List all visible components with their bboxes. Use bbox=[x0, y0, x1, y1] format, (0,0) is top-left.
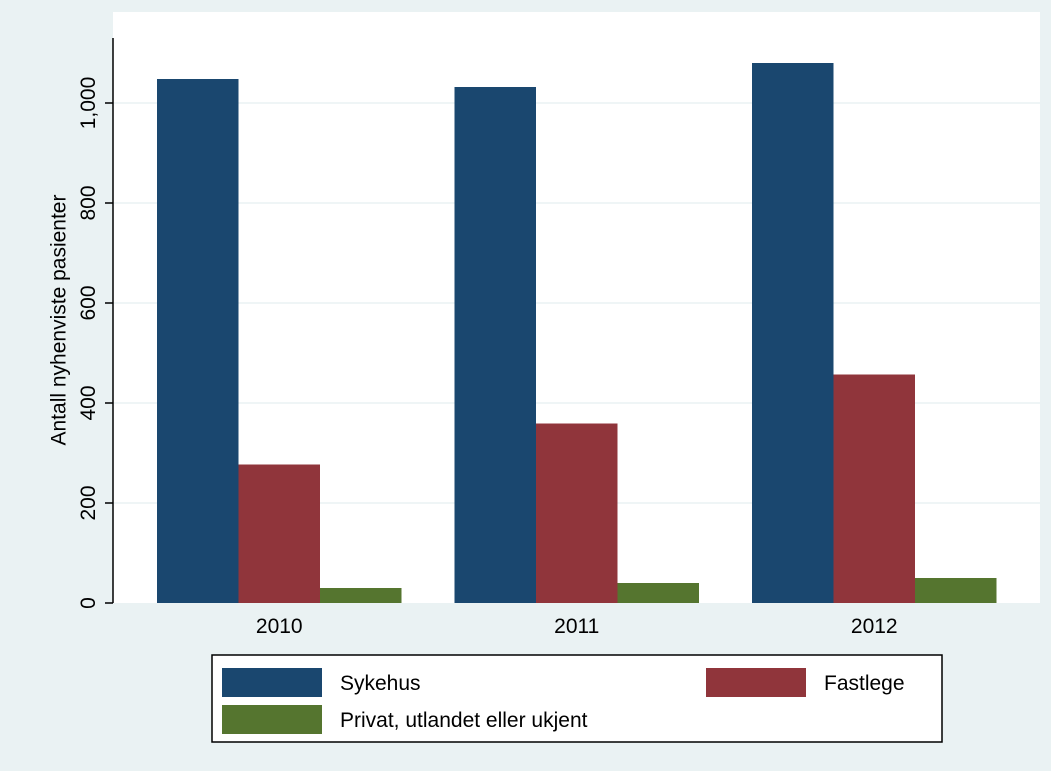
y-tick-label: 400 bbox=[77, 385, 100, 420]
y-tick-label: 1,000 bbox=[77, 77, 100, 130]
x-tick-label: 2011 bbox=[554, 615, 599, 638]
bar bbox=[752, 63, 834, 603]
bar bbox=[238, 464, 320, 603]
legend-label: Fastlege bbox=[824, 672, 905, 695]
legend-swatch bbox=[222, 668, 322, 697]
bar bbox=[454, 87, 536, 603]
y-tick-label: 600 bbox=[77, 285, 100, 320]
x-tick-label: 2012 bbox=[851, 615, 898, 638]
x-tick-label: 2010 bbox=[256, 615, 303, 638]
bar bbox=[833, 374, 915, 603]
y-tick-label: 800 bbox=[77, 185, 100, 220]
bar bbox=[617, 583, 699, 603]
bar bbox=[157, 79, 239, 603]
y-tick-label: 200 bbox=[77, 485, 100, 520]
y-axis-title: Antall nyhenviste pasienter bbox=[48, 195, 71, 446]
y-tick-label: 0 bbox=[77, 597, 100, 609]
legend-label: Privat, utlandet eller ukjent bbox=[340, 709, 588, 732]
legend-swatch bbox=[222, 705, 322, 734]
bar bbox=[915, 578, 997, 603]
legend bbox=[211, 654, 943, 743]
legend-swatch bbox=[706, 668, 806, 697]
legend-label: Sykehus bbox=[340, 672, 421, 695]
bar bbox=[536, 423, 618, 603]
bar bbox=[320, 588, 402, 603]
